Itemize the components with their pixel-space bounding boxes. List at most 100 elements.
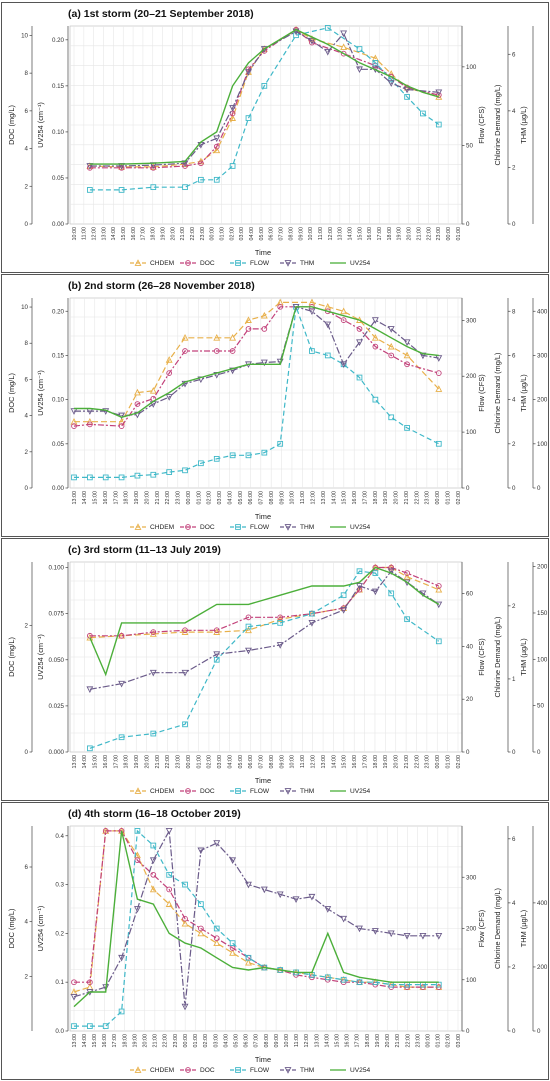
storm-panel-3: (c) 3rd storm (11–13 July 2019) 0 2 DOC (mg… [1, 538, 549, 801]
data-point [118, 1008, 125, 1015]
data-point [102, 1023, 109, 1029]
data-point [198, 901, 204, 907]
series-uv254 [89, 28, 439, 165]
tick-label: 2 [512, 164, 516, 171]
data-point [276, 891, 284, 899]
x-tick-label: 15:00 [342, 491, 348, 505]
chdem-axis: 0 2 4 6 8 Chlorine Demand (mg/L) [493, 298, 516, 492]
legend-label: DOC [200, 1067, 215, 1074]
x-tick-label: 16:00 [352, 491, 358, 505]
tick-label: 300 [466, 317, 477, 324]
data-point [371, 333, 379, 341]
legend-label: FLOW [250, 1067, 270, 1074]
data-point [372, 570, 379, 576]
x-tick-label: 11:00 [300, 755, 306, 768]
x-tick-label: 18:00 [373, 491, 379, 505]
x-tick-label: 02:00 [207, 491, 213, 505]
tick-label: 6 [512, 836, 516, 843]
axis-label: DOC (mg/L) [7, 909, 16, 949]
x-tick-label: 01:00 [445, 491, 451, 505]
data-point [277, 614, 284, 621]
data-point [388, 590, 395, 597]
legend-marker [235, 1067, 241, 1073]
data-point [213, 135, 221, 143]
data-point [198, 925, 204, 932]
axis-label: DOC (mg/L) [7, 373, 16, 413]
data-point [182, 184, 188, 191]
tick-label: 100 [537, 441, 548, 448]
data-point [260, 46, 268, 53]
data-point [181, 1003, 189, 1011]
tick-label: 10 [21, 32, 28, 39]
x-axis-label: Time [255, 1055, 271, 1064]
x-tick-label: 18:00 [122, 1034, 128, 1048]
legend-label: THM [300, 260, 314, 267]
tick-label: 0 [537, 485, 541, 492]
series-doc [71, 303, 442, 429]
x-axis-label: Time [255, 248, 271, 257]
data-point [245, 647, 252, 655]
data-point [181, 919, 189, 927]
data-point [182, 721, 188, 728]
doc-axis: 0 2 DOC (mg/L) [7, 562, 33, 756]
axis-label: THM (µg/L) [519, 638, 528, 676]
legend: CHDEM DOC FLOW THM UV254 [130, 787, 370, 795]
data-point [277, 303, 284, 310]
x-tick-label: 20:00 [394, 755, 400, 769]
data-point [149, 669, 157, 677]
data-point [371, 317, 379, 324]
x-tick-label: 14:00 [111, 227, 117, 241]
data-point [166, 370, 173, 376]
x-tick-label: 11:00 [294, 1034, 300, 1047]
data-point [340, 30, 348, 38]
storm-panel-4: (d) 4th storm (16–18 October 2019) 2 4 6 DOC… [1, 802, 549, 1080]
x-tick-label: 05:00 [233, 1034, 239, 1048]
x-tick-label: 17:00 [362, 491, 368, 505]
panel-title: (a) 1st storm (20–21 September 2018) [68, 8, 254, 20]
doc-axis: 0 2 4 6 8 10 DOC (mg/L) [7, 26, 33, 228]
x-tick-label: 17:00 [112, 1034, 118, 1048]
chdem-axis: 0 1 2 Chlorine Demand (mg/L) [493, 562, 516, 756]
storm-panel-1: (a) 1st storm (20–21 September 2018) 0 2 4 6… [1, 2, 549, 273]
x-tick-label: 12:00 [311, 491, 317, 505]
x-tick-label: 21:00 [153, 1034, 159, 1048]
tick-label: 200 [537, 397, 548, 404]
tick-label: 2 [25, 973, 29, 980]
tick-label: 100 [466, 977, 477, 984]
x-tick-label: 19:00 [132, 1034, 138, 1048]
x-tick-label: 10:00 [284, 1034, 290, 1048]
data-point [118, 734, 125, 741]
x-tick-label: 22:00 [165, 491, 171, 505]
data-point [150, 871, 157, 878]
tick-label: 400 [537, 900, 548, 907]
data-point [404, 570, 410, 576]
data-point [165, 900, 173, 907]
data-point [404, 361, 410, 368]
x-tick-label: 07:00 [259, 491, 265, 505]
x-tick-label: 19:00 [383, 491, 389, 505]
legend-marker [134, 259, 142, 266]
data-point [403, 339, 411, 346]
x-tick-label: 18:00 [151, 227, 157, 241]
data-point [340, 50, 347, 57]
legend-label: FLOW [250, 260, 270, 267]
tick-label: 0.3 [55, 882, 64, 889]
x-tick-label: 10:00 [308, 227, 314, 241]
axis-label: UV254 (cm⁻¹) [36, 102, 45, 148]
data-point [387, 80, 395, 87]
x-tick-label: 00:00 [435, 755, 441, 769]
data-point [213, 925, 220, 932]
doc-axis: 0 2 4 6 8 10 DOC (mg/L) [7, 298, 33, 492]
x-tick-label: 19:00 [375, 1034, 381, 1048]
x-tick-label: 22:00 [405, 1034, 411, 1048]
tick-label: 0.05 [52, 175, 65, 182]
x-tick-label: 20:00 [143, 1034, 149, 1048]
data-point [182, 467, 188, 474]
legend-marker [134, 523, 142, 530]
legend-marker [134, 787, 142, 794]
data-point [150, 629, 157, 635]
tick-label: 200 [466, 926, 477, 933]
tick-label: 4 [512, 108, 516, 115]
data-point [403, 932, 411, 940]
x-tick-label: 03:00 [456, 1034, 462, 1048]
